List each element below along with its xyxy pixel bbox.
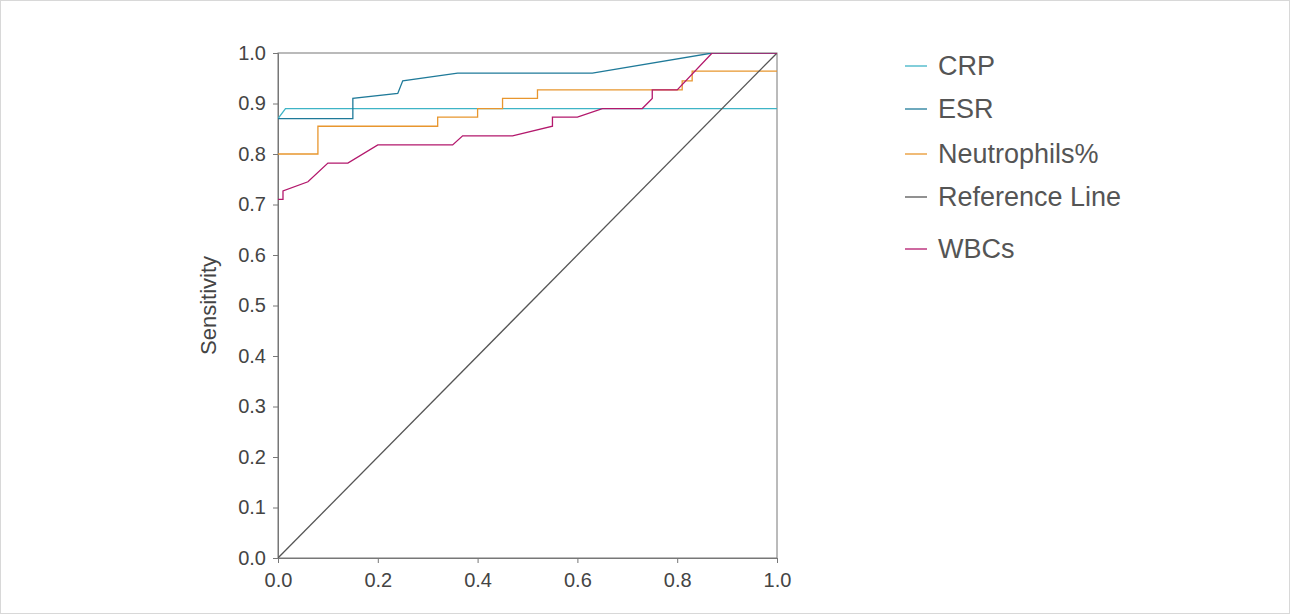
tick: 0.2 <box>238 446 278 468</box>
series-line <box>278 53 777 558</box>
legend-swatch <box>905 65 927 66</box>
tick-label: 0.8 <box>238 143 266 165</box>
tick-label: 0.3 <box>238 395 266 417</box>
tick-mark <box>273 558 278 559</box>
tick-mark <box>273 104 278 105</box>
legend-swatch <box>905 196 927 197</box>
tick-mark <box>577 558 578 563</box>
tick-mark <box>777 558 778 563</box>
legend-label: WBCs <box>938 234 1015 264</box>
legend-swatch <box>905 108 927 109</box>
tick: 0.9 <box>238 92 278 114</box>
tick: 1.0 <box>764 558 792 591</box>
legend-item: WBCs <box>905 234 1015 264</box>
tick-mark <box>378 558 379 563</box>
tick: 0.4 <box>238 345 278 367</box>
chart: 0.00.20.40.60.81.00.00.10.20.30.40.50.60… <box>0 0 1290 614</box>
legend-item: Neutrophils% <box>905 139 1099 169</box>
legend-swatch <box>905 153 927 154</box>
tick-mark <box>273 407 278 408</box>
legend-item: CRP <box>905 51 995 81</box>
tick-mark <box>273 154 278 155</box>
tick-mark <box>273 53 278 54</box>
tick: 0.0 <box>265 558 293 591</box>
tick: 0.8 <box>664 558 692 591</box>
tick-mark <box>677 558 678 563</box>
tick: 0.6 <box>564 558 592 591</box>
tick-label: 0.4 <box>464 569 492 591</box>
tick-mark <box>273 205 278 206</box>
tick-mark <box>273 457 278 458</box>
tick: 0.1 <box>238 496 278 518</box>
legend-item: ESR <box>905 94 994 124</box>
tick: 0.3 <box>238 395 278 417</box>
legend-swatch <box>905 248 927 249</box>
legend-label: Neutrophils% <box>938 139 1099 169</box>
tick: 0.0 <box>238 547 278 569</box>
tick-label: 1.0 <box>764 569 792 591</box>
axis-line <box>273 54 279 559</box>
tick-label: 1.0 <box>238 42 266 64</box>
tick-label: 0.8 <box>664 569 692 591</box>
tick-label: 0.1 <box>238 496 266 518</box>
tick-label: 0.0 <box>238 547 266 569</box>
legend-item: Reference Line <box>905 182 1121 212</box>
tick-label: 0.5 <box>238 294 266 316</box>
tick-label: 0.2 <box>364 569 392 591</box>
y-axis: 0.0 0.1 0.2 0.3 0.4 0.5 0.6 0.7 0.8 0.9 1.0 <box>238 42 278 569</box>
tick: 0.5 <box>238 294 278 316</box>
tick: 0.7 <box>238 193 278 215</box>
tick-label: 0.9 <box>238 92 266 114</box>
tick-mark <box>273 306 278 307</box>
tick-label: 0.7 <box>238 193 266 215</box>
tick-label: 0.4 <box>238 345 266 367</box>
plot: 0.00.20.40.60.81.00.00.10.20.30.40.50.60… <box>238 42 791 591</box>
tick-label: 0.6 <box>564 569 592 591</box>
tick-mark <box>273 255 278 256</box>
legend: CRP ESR Neutrophils% Reference Line WBCs <box>905 51 1121 264</box>
series-line <box>278 53 777 199</box>
tick: 1.0 <box>238 42 278 64</box>
plot-frame <box>278 53 777 558</box>
tick-label: 0.2 <box>238 446 266 468</box>
outer-border <box>1 1 1290 614</box>
legend-label: CRP <box>938 51 995 81</box>
x-axis: 0.0 0.2 0.4 0.6 0.8 1.0 <box>265 558 792 591</box>
tick: 0.6 <box>238 244 278 266</box>
series-line <box>278 71 777 154</box>
y-axis-label: Sensitivity <box>196 256 221 355</box>
legend-label: Reference Line <box>938 182 1121 212</box>
series-group <box>278 53 777 558</box>
tick-label: 0.0 <box>265 569 293 591</box>
tick-label: 0.6 <box>238 244 266 266</box>
tick: 0.4 <box>464 558 492 591</box>
tick-mark <box>478 558 479 563</box>
legend-label: ESR <box>938 94 994 124</box>
tick-mark <box>273 356 278 357</box>
axis-line <box>279 559 778 564</box>
tick: 0.8 <box>238 143 278 165</box>
tick: 0.2 <box>364 558 392 591</box>
tick-mark <box>273 508 278 509</box>
